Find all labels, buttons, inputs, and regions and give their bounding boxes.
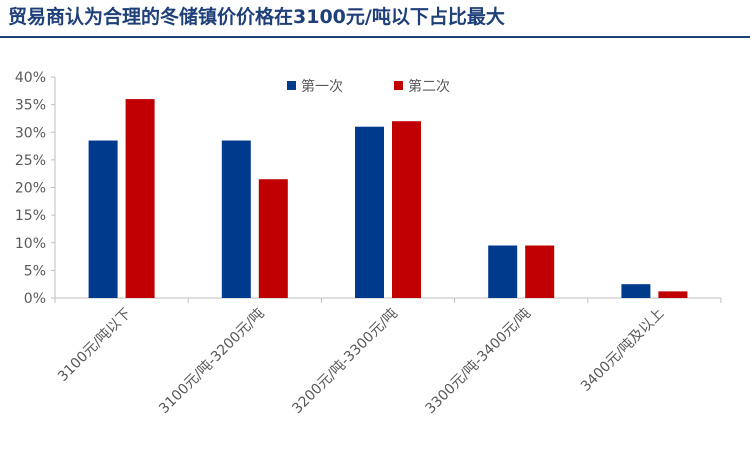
bar-series2 — [258, 179, 288, 298]
x-category-label: 3100元/吨-3200元/吨 — [156, 306, 268, 418]
chart-legend: 第一次 第二次 — [287, 78, 450, 95]
bar-series1 — [221, 140, 251, 298]
bar-series1 — [621, 284, 651, 298]
bar-series1 — [488, 245, 518, 298]
bar-series1 — [355, 126, 384, 298]
bar-series2 — [125, 99, 155, 298]
x-category-label: 3100元/吨以下 — [55, 306, 134, 385]
chart-axes: 0% 5% 10% 15% 20% 25% 30% 35% 40% — [15, 70, 722, 307]
y-tick-label: 35% — [15, 98, 46, 114]
x-category-label: 3400元/吨及以上 — [578, 306, 667, 395]
y-tick-label: 15% — [15, 208, 46, 224]
x-category-label: 3200元/吨-3300元/吨 — [289, 306, 401, 418]
chart-bars — [88, 99, 688, 298]
legend-swatch — [287, 81, 296, 90]
y-tick-label: 30% — [15, 125, 46, 141]
title-divider — [0, 36, 750, 38]
legend-label: 第一次 — [301, 78, 343, 95]
y-tick-label: 20% — [15, 181, 46, 197]
y-tick-label: 10% — [15, 236, 46, 252]
category-labels: 3100元/吨以下 3100元/吨-3200元/吨 3200元/吨-3300元/吨 3… — [55, 306, 667, 418]
legend-label: 第二次 — [408, 78, 450, 95]
y-tick-label: 5% — [24, 263, 46, 279]
x-category-label: 3300元/吨-3400元/吨 — [422, 306, 534, 418]
legend-swatch — [394, 81, 403, 90]
page-title: 贸易商认为合理的冬储镇价价格在3100元/吨以下占比最大 — [8, 6, 505, 28]
y-tick-label: 25% — [15, 153, 46, 169]
y-tick-label: 0% — [24, 291, 46, 307]
bar-series2 — [392, 121, 421, 298]
bar-series2 — [658, 291, 688, 298]
y-tick-label: 40% — [15, 70, 46, 86]
bar-series2 — [525, 245, 555, 298]
bar-series1 — [88, 140, 118, 298]
